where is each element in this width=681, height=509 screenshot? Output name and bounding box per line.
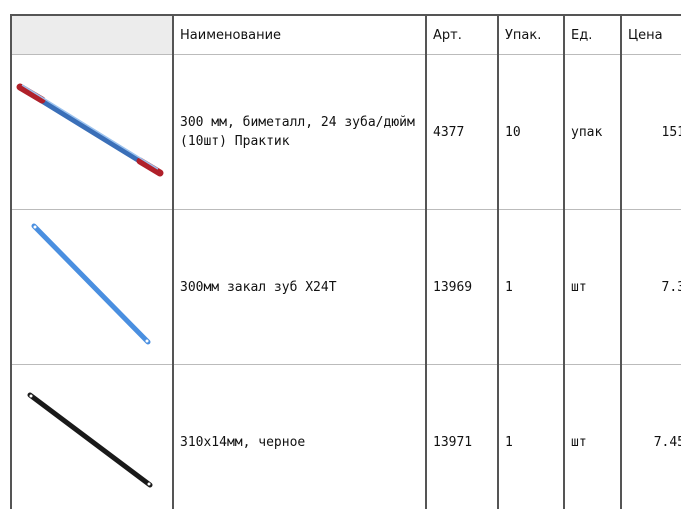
art-cell: 13971 [425, 364, 499, 509]
art-cell: 13969 [425, 209, 499, 365]
name-cell: 300мм закал зуб X24T [172, 209, 427, 365]
unit-cell: шт [563, 364, 622, 509]
image-cell [10, 54, 174, 210]
price-cell: 7.45 [620, 364, 681, 509]
product-table: Наименование Арт. Упак. Ед. Цена 300 мм,… [10, 14, 681, 509]
art-cell: 4377 [425, 54, 499, 210]
table-row: 300 мм, биметалл, 24 зуба/дюйм (10шт) Пр… [10, 54, 681, 210]
pack-cell: 1 [497, 209, 565, 365]
price-cell: 151 [620, 54, 681, 210]
product-image[interactable] [12, 55, 172, 205]
header-row: Наименование Арт. Упак. Ед. Цена [10, 14, 681, 55]
header-cell: Ед. [563, 14, 622, 55]
product-image[interactable] [12, 210, 172, 360]
unit-cell: шт [563, 209, 622, 365]
price-cell: 7.3 [620, 209, 681, 365]
name-cell: 300 мм, биметалл, 24 зуба/дюйм (10шт) Пр… [172, 54, 427, 210]
unit-cell: упак [563, 54, 622, 210]
header-cell: Цена [620, 14, 681, 55]
name-cell: 310x14мм, черное [172, 364, 427, 509]
image-cell [10, 209, 174, 365]
pack-cell: 10 [497, 54, 565, 210]
image-cell [10, 364, 174, 509]
table-row: 310x14мм, черное 13971 1 шт 7.45 [10, 364, 681, 509]
header-cell: Упак. [497, 14, 565, 55]
product-image[interactable] [12, 365, 172, 509]
header-cell [10, 14, 174, 55]
header-cell: Наименование [172, 14, 427, 55]
table-row: 300мм закал зуб X24T 13969 1 шт 7.3 [10, 209, 681, 365]
header-cell: Арт. [425, 14, 499, 55]
pack-cell: 1 [497, 364, 565, 509]
